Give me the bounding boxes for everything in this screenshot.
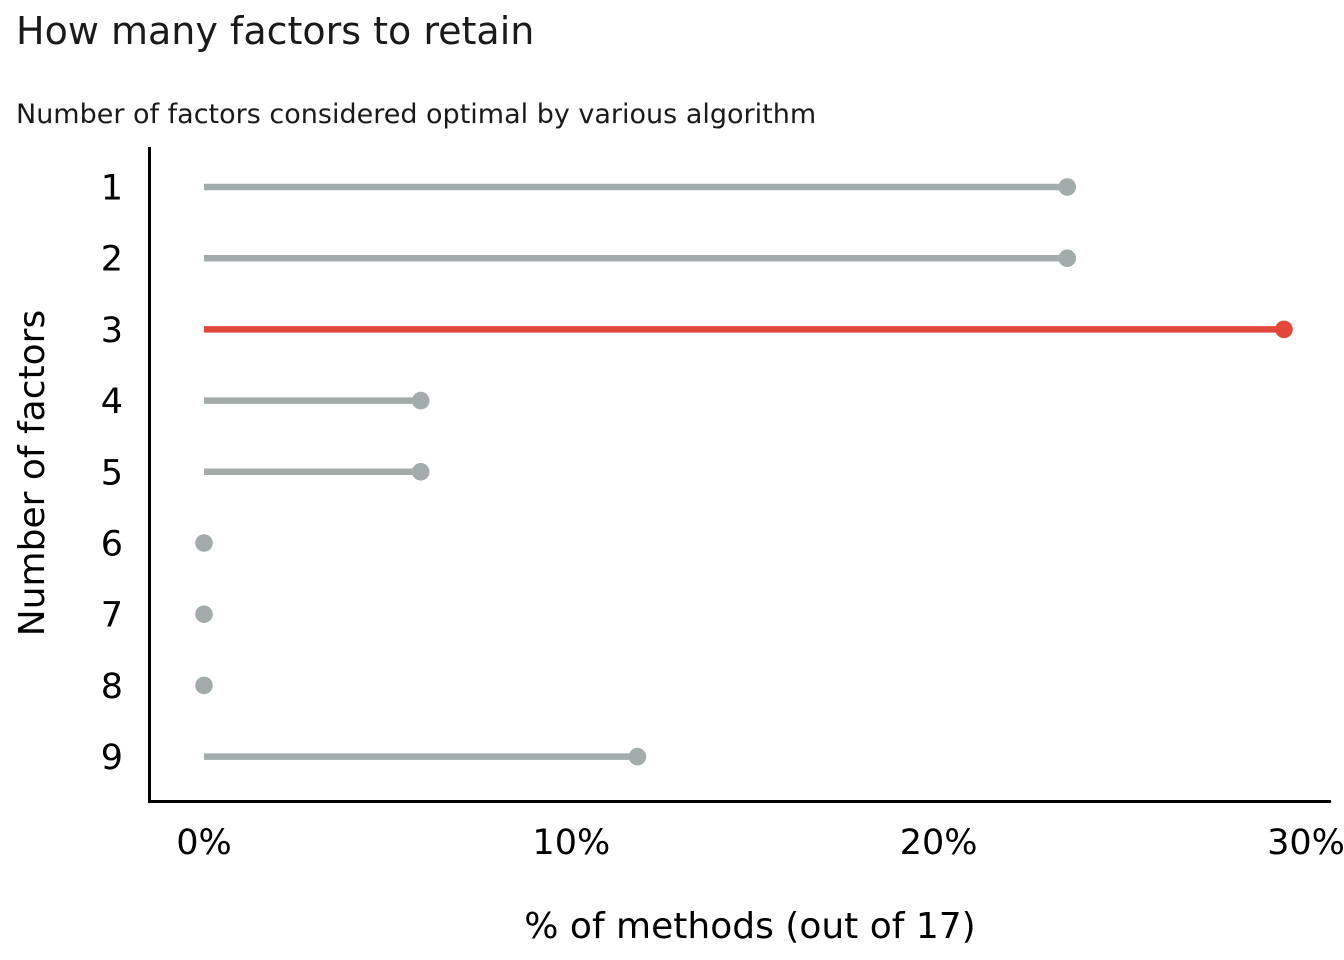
y-tick-label: 6 <box>101 525 123 565</box>
plot-area: 0% 10% 20% 30% 1 2 3 4 5 6 7 8 9 <box>101 147 1344 863</box>
y-tick-label: 3 <box>101 311 123 351</box>
lollipop-dot <box>1275 320 1293 339</box>
y-tick-label: 9 <box>101 738 123 778</box>
y-tick-label: 2 <box>101 240 123 280</box>
lollipop-dot <box>195 605 213 623</box>
lollipop-dot <box>411 463 430 481</box>
y-tick-label: 4 <box>101 382 123 422</box>
x-axis-title: % of methods (out of 17) <box>524 906 975 947</box>
lollipop-dot <box>195 534 213 552</box>
lollipop-dot <box>195 676 213 695</box>
lollipop-dot <box>1058 178 1077 196</box>
x-tick-label: 30% <box>1267 823 1344 863</box>
lollipop-dot <box>411 391 430 410</box>
y-tick-label: 7 <box>101 596 123 636</box>
y-tick-label: 5 <box>101 453 123 493</box>
x-tick-label: 0% <box>176 823 232 863</box>
chart-subtitle: Number of factors considered optimal by … <box>16 99 816 130</box>
chart-title: How many factors to retain <box>16 9 534 53</box>
y-tick-label: 8 <box>101 667 123 707</box>
x-tick-label: 20% <box>900 823 978 863</box>
lollipop-dot <box>628 747 647 766</box>
x-tick-label: 10% <box>532 823 610 863</box>
y-axis-title: Number of factors <box>12 310 53 636</box>
lollipop-dot <box>1058 249 1077 267</box>
y-tick-label: 1 <box>101 169 123 209</box>
